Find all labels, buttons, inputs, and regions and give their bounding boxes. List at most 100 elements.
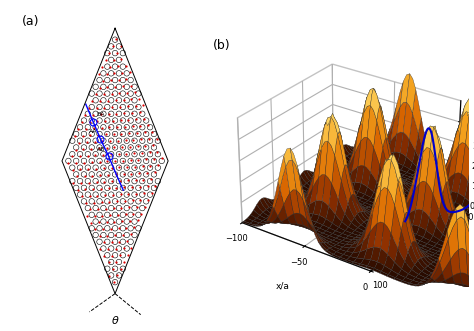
Point — [109, 266, 117, 272]
Point — [107, 152, 115, 157]
Point — [120, 246, 128, 251]
Point — [103, 233, 111, 238]
Point — [85, 106, 93, 111]
Point — [115, 77, 122, 82]
Point — [73, 160, 80, 166]
Circle shape — [85, 205, 91, 211]
Circle shape — [128, 199, 133, 204]
Point — [80, 160, 88, 165]
Point — [118, 144, 126, 150]
Circle shape — [73, 172, 79, 177]
Circle shape — [105, 172, 110, 177]
Point — [90, 186, 97, 192]
Point — [109, 44, 117, 49]
Point — [93, 193, 101, 198]
Point — [146, 150, 154, 155]
Point — [120, 171, 128, 177]
Point — [154, 149, 161, 155]
Point — [142, 157, 150, 162]
Point — [145, 136, 153, 142]
Circle shape — [112, 158, 118, 164]
Point — [116, 91, 123, 96]
Point — [109, 179, 116, 184]
Text: AB: AB — [97, 147, 105, 152]
Point — [85, 180, 93, 185]
Point — [78, 194, 86, 199]
Circle shape — [136, 199, 141, 204]
Circle shape — [124, 178, 129, 184]
Point — [108, 165, 115, 170]
Circle shape — [89, 131, 94, 137]
Point — [99, 139, 106, 144]
Circle shape — [100, 98, 106, 103]
Point — [96, 98, 104, 104]
Point — [148, 190, 155, 195]
Circle shape — [112, 279, 118, 285]
Circle shape — [124, 165, 129, 170]
Point — [143, 170, 151, 175]
Point — [132, 117, 140, 122]
Point — [91, 139, 99, 144]
Point — [106, 213, 114, 218]
Point — [82, 187, 89, 192]
Point — [103, 159, 111, 164]
Point — [114, 64, 122, 69]
Circle shape — [136, 158, 141, 164]
Point — [74, 187, 82, 193]
Point — [126, 70, 134, 75]
Circle shape — [109, 44, 114, 49]
Circle shape — [136, 225, 141, 231]
Point — [102, 132, 109, 137]
Point — [74, 126, 82, 132]
Circle shape — [136, 212, 141, 217]
Point — [82, 113, 89, 118]
Point — [114, 138, 122, 143]
Point — [118, 70, 126, 75]
Point — [130, 151, 138, 156]
Circle shape — [100, 232, 106, 238]
Circle shape — [81, 199, 87, 204]
Circle shape — [85, 192, 91, 197]
Point — [99, 65, 106, 70]
Circle shape — [128, 104, 133, 110]
Circle shape — [81, 158, 87, 164]
Circle shape — [147, 178, 153, 184]
Circle shape — [116, 71, 122, 76]
Point — [109, 253, 116, 258]
Circle shape — [120, 50, 126, 56]
Circle shape — [105, 104, 110, 110]
Point — [152, 183, 159, 188]
Circle shape — [105, 91, 110, 96]
Circle shape — [109, 192, 114, 197]
Circle shape — [93, 219, 99, 224]
Circle shape — [70, 178, 75, 184]
Circle shape — [144, 145, 149, 150]
Point — [90, 200, 98, 205]
Point — [137, 197, 144, 203]
Point — [128, 97, 135, 102]
Point — [83, 140, 91, 145]
Circle shape — [100, 152, 106, 157]
Circle shape — [116, 84, 122, 90]
Point — [151, 170, 158, 175]
Circle shape — [97, 239, 102, 245]
Circle shape — [97, 212, 102, 217]
Circle shape — [136, 118, 141, 123]
Point — [113, 124, 121, 130]
Circle shape — [89, 199, 94, 204]
Point — [122, 137, 129, 143]
Point — [105, 186, 112, 191]
Point — [155, 163, 162, 168]
Circle shape — [89, 225, 94, 231]
Point — [90, 126, 98, 131]
Circle shape — [100, 124, 106, 130]
Circle shape — [132, 192, 137, 197]
Circle shape — [109, 57, 114, 63]
Point — [129, 137, 137, 142]
Circle shape — [124, 71, 129, 76]
Point — [130, 225, 138, 230]
Circle shape — [139, 124, 145, 130]
Point — [123, 77, 130, 82]
Point — [149, 129, 156, 135]
Point — [89, 173, 96, 178]
